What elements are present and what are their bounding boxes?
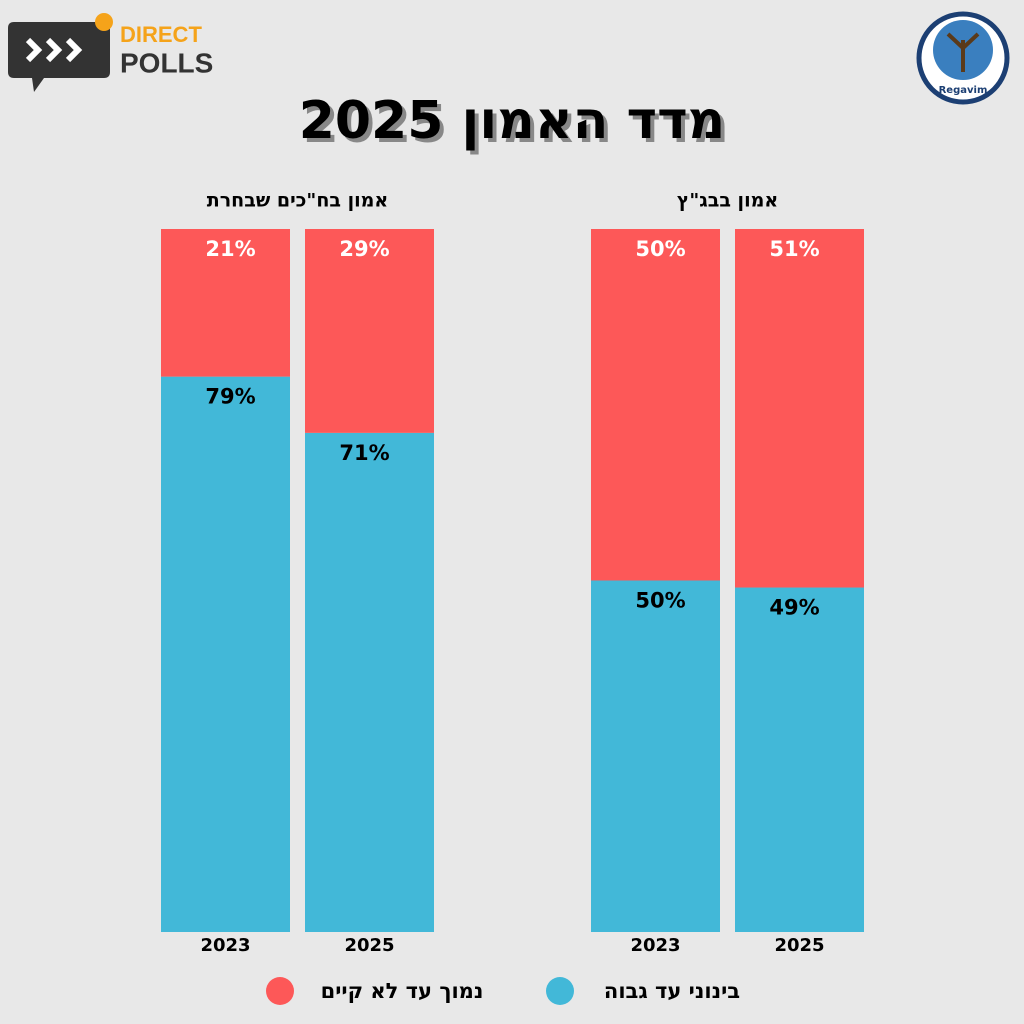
- value-label: 49%: [769, 596, 819, 620]
- partner-tree: [946, 32, 980, 72]
- bar-segment: [161, 229, 290, 377]
- value-label: 71%: [339, 441, 389, 465]
- bar-segment: [305, 229, 434, 433]
- value-label: 79%: [205, 385, 255, 409]
- bar-segment: [161, 376, 290, 932]
- bar-segment: [591, 229, 720, 581]
- brand-line1: DIRECT: [120, 22, 202, 47]
- x-tick-label: 2025: [774, 935, 824, 956]
- value-label: 50%: [635, 589, 685, 613]
- bar-segment: [735, 587, 864, 932]
- logo-bubble: [8, 22, 110, 92]
- legend-label: בינוני עד גבוה: [604, 979, 740, 1003]
- x-tick-label: 2023: [630, 935, 680, 956]
- chart-title: אמון בבג"ץ: [677, 190, 778, 212]
- partner-logo: Regavim: [916, 11, 1010, 105]
- bar-segment: [735, 229, 864, 588]
- value-label: 29%: [339, 237, 389, 261]
- value-label: 50%: [635, 237, 685, 261]
- logo-arrows: [25, 37, 83, 63]
- bar-segment: [591, 580, 720, 932]
- brand-line2: POLLS: [120, 47, 213, 78]
- legend-swatch: [266, 977, 294, 1005]
- brand-logo: DIRECT POLLS: [8, 13, 213, 92]
- value-label: 21%: [205, 237, 255, 261]
- legend-label: נמוך עד לא קיים: [321, 979, 484, 1003]
- partner-name: Regavim: [939, 85, 988, 96]
- x-tick-label: 2025: [344, 935, 394, 956]
- page-title: מדד האמון 2025: [299, 91, 726, 151]
- bar-segment: [305, 432, 434, 932]
- logo-dot: [95, 13, 113, 31]
- chart-title: אמון בח"כים שבחרת: [207, 190, 388, 212]
- x-tick-label: 2023: [200, 935, 250, 956]
- value-label: 51%: [769, 237, 819, 261]
- legend-swatch: [546, 977, 574, 1005]
